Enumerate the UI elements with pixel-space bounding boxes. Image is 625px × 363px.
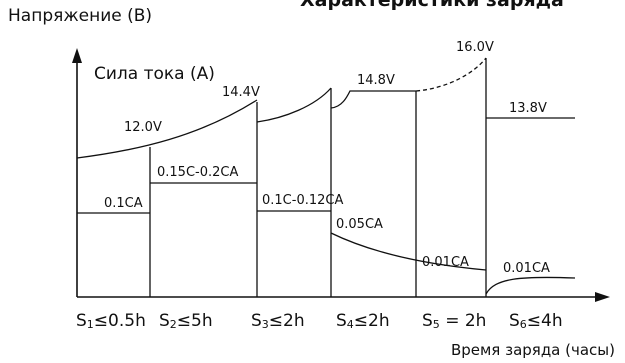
voltage-curve-s3 (256, 87, 332, 123)
x-axis-arrow (595, 292, 610, 302)
stage-label-s4: S4≤2h (336, 311, 390, 331)
voltage-label-12v: 12.0V (124, 120, 162, 135)
y-axis-title: Напряжение (В) (8, 6, 152, 26)
heading-fragment: Характеристики заряда (300, 0, 564, 11)
y-axis-subtitle: Сила тока (А) (94, 64, 215, 84)
voltage-label-14-8v: 14.8V (357, 73, 395, 88)
stage-label-s1: S1≤0.5h (76, 311, 146, 331)
voltage-label-14-4v: 14.4V (222, 85, 260, 100)
voltage-curve-s4 (330, 90, 416, 109)
current-label-s2: 0.15C-0.2CA (157, 165, 238, 180)
voltage-curve-s5-dashed (415, 57, 487, 92)
voltage-curve-s1-s3 (76, 99, 258, 159)
current-label-s6: 0.01CA (503, 261, 550, 276)
stage-label-s6: S6≤4h (509, 311, 563, 331)
voltage-label-16v: 16.0V (456, 40, 494, 55)
current-curve-s6 (485, 276, 576, 295)
current-label-s5: 0.01CA (422, 255, 469, 270)
x-axis-title: Время заряда (часы) (451, 341, 615, 359)
stage-label-s5: S5 = 2h (422, 311, 486, 331)
current-label-s1: 0.1CA (104, 196, 143, 211)
current-label-s3: 0.1C-0.12CA (262, 193, 343, 208)
stage-label-s3: S3≤2h (251, 311, 305, 331)
stage-label-s2: S2≤5h (159, 311, 213, 331)
voltage-label-13-8v: 13.8V (509, 101, 547, 116)
y-axis-arrow (72, 48, 82, 63)
current-label-s4: 0.05CA (336, 217, 383, 232)
current-curve-s4-s5 (330, 232, 487, 271)
